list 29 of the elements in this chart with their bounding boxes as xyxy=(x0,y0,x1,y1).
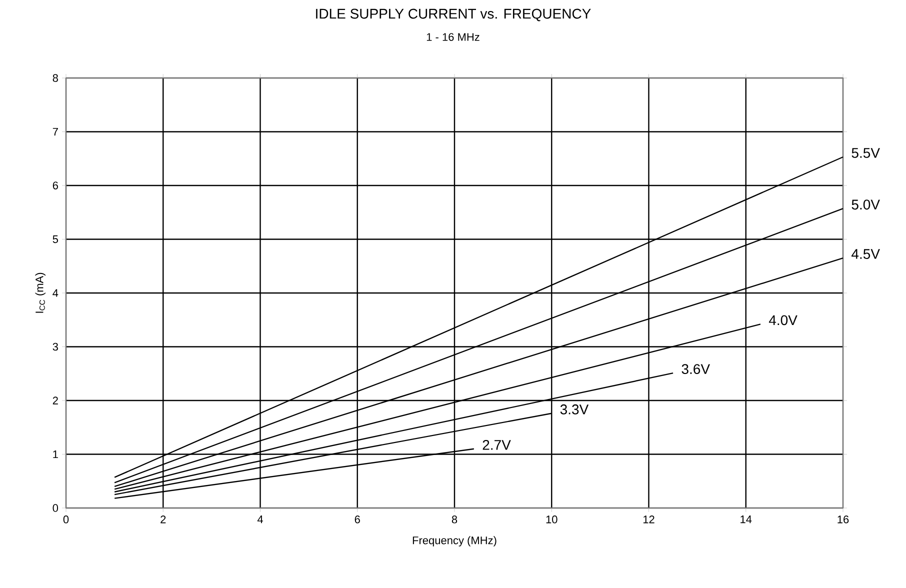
series-label: 5.0V xyxy=(852,200,880,210)
chart-subtitle: 1 - 16 MHz xyxy=(426,33,480,41)
series-label: 4.5V xyxy=(852,249,880,259)
y-tick-label: 0 xyxy=(52,504,58,512)
y-tick-label: 2 xyxy=(52,396,58,404)
y-tick-label: 8 xyxy=(52,74,58,82)
x-tick-label: 4 xyxy=(257,516,263,524)
y-tick-label: 4 xyxy=(52,289,58,297)
y-axis-title: I$_{CC}$ (mA) xyxy=(35,272,46,313)
x-tick-label: 12 xyxy=(643,516,654,524)
x-tick-label: 2 xyxy=(160,516,166,524)
series-label: 3.6V xyxy=(682,364,710,374)
x-tick-label: 14 xyxy=(740,516,752,524)
series-label: 5.5V xyxy=(852,148,880,158)
x-tick-label: 16 xyxy=(838,516,849,524)
y-tick-label: 3 xyxy=(52,342,58,351)
chart-title: IDLE SUPPLY CURRENT vs. FREQUENCY xyxy=(316,8,591,22)
x-tick-label: 8 xyxy=(452,516,458,524)
series-label: 3.3V xyxy=(560,404,589,414)
x-tick-label: 10 xyxy=(546,516,558,524)
x-axis-title: Frequency (MHz) xyxy=(412,536,496,546)
y-tick-label: 6 xyxy=(52,182,58,190)
x-tick-label: 6 xyxy=(354,516,360,524)
x-tick-label: 0 xyxy=(63,516,69,524)
series-label: 4.0V xyxy=(768,315,798,326)
y-tick-label: 7 xyxy=(52,128,58,136)
series-label: 2.7V xyxy=(482,440,511,450)
y-tick-label: 5 xyxy=(52,235,58,244)
y-tick-label: 1 xyxy=(53,450,58,458)
